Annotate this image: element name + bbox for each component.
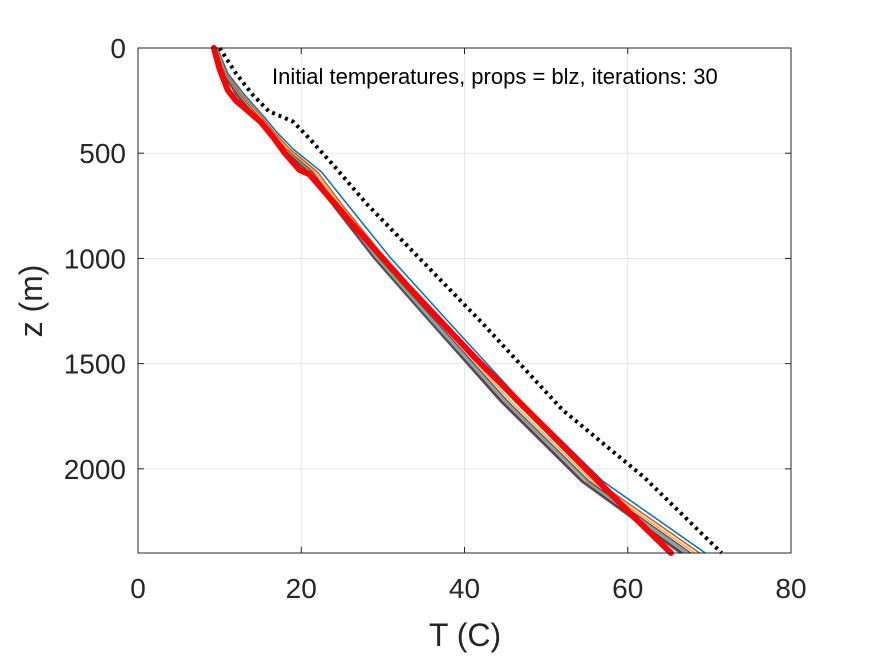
y-axis-label: z (m) xyxy=(13,265,49,338)
x-axis-label: T (C) xyxy=(429,617,501,653)
x-tick-label: 40 xyxy=(449,573,480,604)
x-tick-label: 20 xyxy=(286,573,317,604)
y-tick-label: 0 xyxy=(110,33,126,64)
chart-annotation: Initial temperatures, props = blz, itera… xyxy=(272,64,718,89)
x-tick-label: 60 xyxy=(612,573,643,604)
y-tick-label: 1500 xyxy=(64,349,126,380)
y-tick-label: 500 xyxy=(79,138,126,169)
x-tick-label: 0 xyxy=(130,573,146,604)
final-temperature-thick-line xyxy=(210,45,674,556)
initial-temperature-dotted-line xyxy=(217,46,723,555)
x-axis-ticks: 0 20 40 60 80 xyxy=(130,48,807,604)
x-tick-label: 80 xyxy=(775,573,806,604)
data-series-group xyxy=(210,45,723,556)
y-tick-label: 1000 xyxy=(64,243,126,274)
y-tick-label: 2000 xyxy=(64,454,126,485)
y-axis-ticks: 0 500 1000 1500 2000 xyxy=(64,33,791,485)
